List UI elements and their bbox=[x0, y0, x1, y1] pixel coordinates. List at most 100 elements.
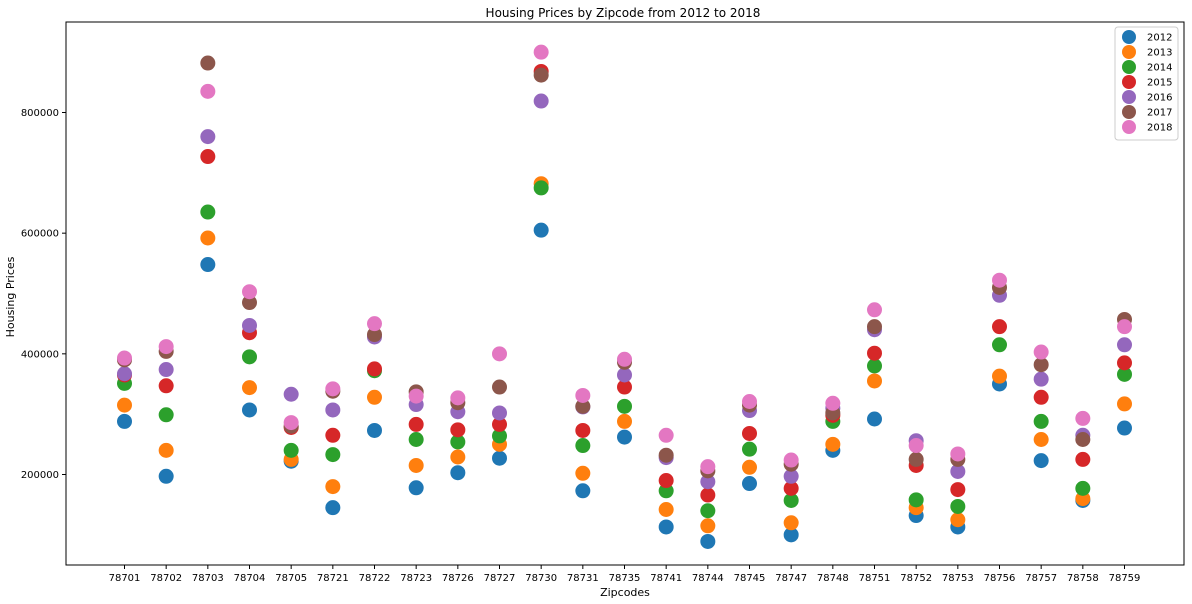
data-point bbox=[408, 388, 424, 404]
data-point bbox=[617, 413, 632, 429]
x-tick-label: 78756 bbox=[984, 573, 1016, 584]
data-point bbox=[408, 480, 424, 496]
data-point bbox=[158, 378, 174, 394]
x-tick-label: 78759 bbox=[1109, 573, 1141, 584]
data-point bbox=[1117, 366, 1132, 382]
data-point bbox=[742, 441, 757, 457]
data-point bbox=[325, 427, 341, 443]
data-point bbox=[450, 434, 466, 450]
data-point bbox=[950, 446, 966, 462]
data-point bbox=[658, 473, 674, 489]
y-tick-label: 600000 bbox=[21, 229, 59, 240]
x-tick-label: 78702 bbox=[150, 573, 182, 584]
data-point bbox=[533, 44, 549, 60]
series-2012 bbox=[117, 222, 1132, 549]
data-point bbox=[1117, 319, 1132, 335]
x-tick-label: 78747 bbox=[775, 573, 807, 584]
data-point bbox=[617, 367, 632, 383]
data-point bbox=[200, 149, 216, 165]
data-point bbox=[575, 387, 591, 403]
data-point bbox=[533, 93, 549, 109]
data-point bbox=[783, 515, 799, 531]
data-point bbox=[242, 317, 257, 333]
data-point bbox=[1033, 344, 1049, 360]
data-point bbox=[242, 349, 257, 365]
data-point bbox=[867, 302, 882, 318]
data-point bbox=[908, 438, 924, 454]
data-point bbox=[1117, 420, 1132, 436]
data-point bbox=[325, 500, 341, 516]
data-point bbox=[242, 295, 257, 311]
legend-marker bbox=[1122, 60, 1136, 74]
data-point bbox=[700, 533, 716, 549]
data-point bbox=[533, 180, 549, 196]
data-point bbox=[575, 483, 591, 499]
legend-label: 2015 bbox=[1147, 78, 1172, 89]
data-point bbox=[492, 416, 507, 432]
x-tick-label: 78704 bbox=[234, 573, 266, 584]
data-point bbox=[658, 447, 674, 463]
legend: 2012 2013 2014 2015 2016 2017 2018 bbox=[1114, 26, 1179, 141]
data-point bbox=[700, 503, 716, 519]
legend-label: 2018 bbox=[1147, 123, 1172, 134]
x-tick-label: 78758 bbox=[1067, 573, 1099, 584]
data-point bbox=[117, 413, 132, 429]
chart-title: Housing Prices by Zipcode from 2012 to 2… bbox=[486, 6, 761, 20]
data-point bbox=[700, 518, 716, 534]
data-point bbox=[867, 345, 882, 361]
data-point bbox=[950, 512, 966, 528]
data-point bbox=[325, 447, 341, 463]
data-point bbox=[575, 465, 591, 481]
data-point bbox=[367, 422, 382, 438]
data-point bbox=[617, 379, 632, 395]
data-point bbox=[950, 463, 966, 479]
x-axis-label: Zipcodes bbox=[600, 586, 650, 599]
data-point bbox=[367, 361, 382, 377]
data-point bbox=[992, 319, 1007, 335]
data-point bbox=[658, 519, 674, 535]
data-point bbox=[1033, 413, 1049, 429]
data-point bbox=[158, 468, 174, 484]
data-point bbox=[408, 457, 424, 473]
data-point bbox=[992, 272, 1007, 288]
data-point bbox=[200, 204, 216, 220]
data-point bbox=[742, 459, 757, 475]
data-point bbox=[867, 358, 882, 374]
data-point bbox=[1117, 355, 1132, 371]
data-point bbox=[200, 230, 216, 246]
data-point bbox=[1033, 357, 1049, 373]
x-tick-label: 78735 bbox=[609, 573, 641, 584]
data-point bbox=[450, 465, 466, 481]
data-point bbox=[200, 55, 216, 71]
x-tick-label: 78731 bbox=[567, 573, 599, 584]
data-point bbox=[700, 474, 716, 490]
data-point bbox=[950, 482, 966, 498]
data-point bbox=[742, 425, 757, 441]
data-point bbox=[783, 452, 799, 468]
x-tick-label: 78727 bbox=[484, 573, 516, 584]
x-tick-label: 78722 bbox=[359, 573, 391, 584]
data-point bbox=[242, 380, 257, 396]
data-point bbox=[158, 442, 174, 458]
data-point bbox=[825, 436, 841, 452]
data-point bbox=[408, 416, 424, 432]
data-point bbox=[617, 351, 632, 367]
x-tick-label: 78703 bbox=[192, 573, 224, 584]
data-point bbox=[158, 407, 174, 423]
data-point bbox=[908, 451, 924, 467]
data-point bbox=[158, 339, 174, 355]
y-tick-label: 400000 bbox=[21, 349, 59, 360]
legend-label: 2017 bbox=[1147, 108, 1172, 119]
data-point bbox=[325, 402, 341, 418]
data-point bbox=[200, 257, 216, 273]
data-point bbox=[1075, 491, 1091, 507]
x-tick-label: 78741 bbox=[650, 573, 682, 584]
data-point bbox=[1033, 453, 1049, 469]
data-point bbox=[658, 483, 674, 499]
data-point bbox=[908, 492, 924, 508]
data-point bbox=[617, 398, 632, 414]
data-point bbox=[867, 319, 882, 335]
data-point bbox=[533, 67, 549, 83]
data-point bbox=[242, 402, 257, 418]
